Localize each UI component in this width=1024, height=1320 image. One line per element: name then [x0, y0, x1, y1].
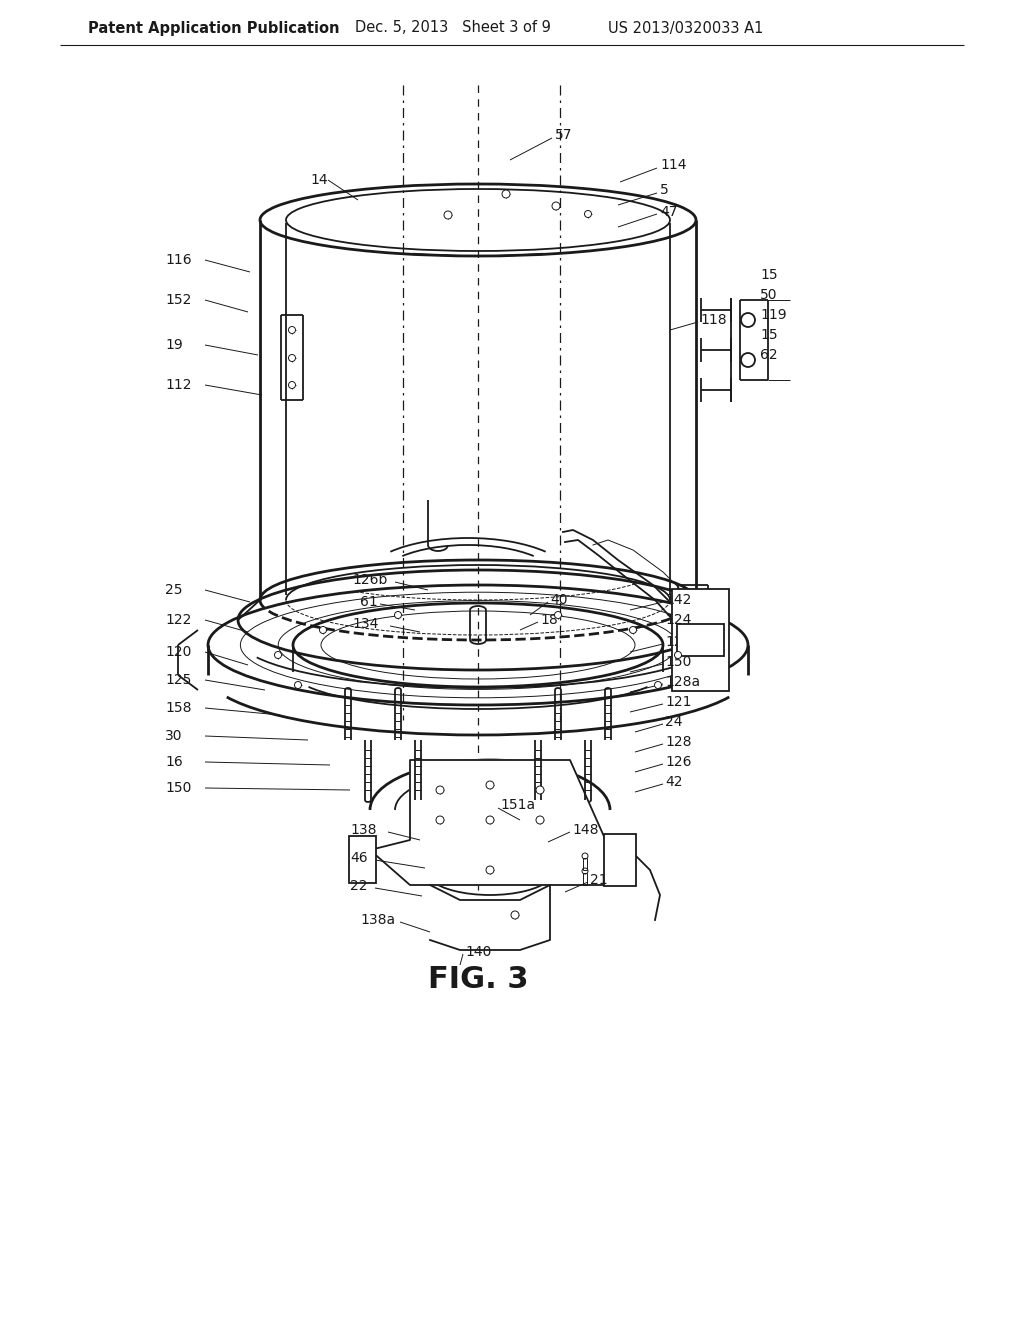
- Text: 140: 140: [465, 945, 492, 960]
- Text: 16: 16: [165, 755, 182, 770]
- Circle shape: [675, 652, 682, 659]
- Text: 125: 125: [165, 673, 191, 686]
- Text: 62: 62: [760, 348, 777, 362]
- Text: 46: 46: [350, 851, 368, 865]
- Text: US 2013/0320033 A1: US 2013/0320033 A1: [608, 21, 763, 36]
- Text: 124: 124: [665, 612, 691, 627]
- Text: 138a: 138a: [360, 913, 395, 927]
- Text: 22: 22: [350, 879, 368, 894]
- Circle shape: [536, 816, 544, 824]
- Text: 134: 134: [352, 616, 379, 631]
- Text: 148: 148: [572, 822, 598, 837]
- Text: 15: 15: [760, 268, 777, 282]
- Circle shape: [289, 355, 296, 362]
- FancyBboxPatch shape: [349, 836, 376, 883]
- Text: 151a: 151a: [500, 799, 536, 812]
- Circle shape: [274, 652, 282, 659]
- Text: 50: 50: [760, 288, 777, 302]
- Circle shape: [486, 866, 494, 874]
- Text: 30: 30: [165, 729, 182, 743]
- Text: FIG. 3: FIG. 3: [428, 965, 528, 994]
- Text: 126b: 126b: [352, 573, 387, 587]
- Text: 120: 120: [165, 645, 191, 659]
- Circle shape: [585, 210, 592, 218]
- Text: 18: 18: [540, 612, 558, 627]
- Circle shape: [511, 911, 519, 919]
- Text: 142: 142: [665, 593, 691, 607]
- Text: 61: 61: [360, 595, 378, 609]
- Text: 15: 15: [760, 327, 777, 342]
- Circle shape: [289, 326, 296, 334]
- Text: 116: 116: [165, 253, 191, 267]
- Text: Dec. 5, 2013   Sheet 3 of 9: Dec. 5, 2013 Sheet 3 of 9: [355, 21, 551, 36]
- Text: 25: 25: [165, 583, 182, 597]
- Circle shape: [319, 627, 327, 634]
- Text: 118: 118: [700, 313, 727, 327]
- Circle shape: [536, 785, 544, 795]
- Circle shape: [555, 611, 561, 619]
- Text: 121: 121: [665, 696, 691, 709]
- Circle shape: [295, 681, 301, 689]
- Text: 47: 47: [660, 205, 678, 219]
- FancyBboxPatch shape: [672, 589, 729, 690]
- Circle shape: [444, 211, 452, 219]
- FancyBboxPatch shape: [677, 624, 724, 656]
- Circle shape: [630, 627, 637, 634]
- Circle shape: [502, 190, 510, 198]
- Text: 114: 114: [660, 158, 686, 172]
- Circle shape: [289, 381, 296, 388]
- Text: 126a: 126a: [665, 635, 700, 649]
- Text: 122: 122: [165, 612, 191, 627]
- Text: 57: 57: [555, 128, 572, 143]
- Text: 138: 138: [350, 822, 377, 837]
- Text: 5: 5: [660, 183, 669, 197]
- Text: 14: 14: [310, 173, 328, 187]
- FancyBboxPatch shape: [604, 834, 636, 886]
- Polygon shape: [430, 884, 550, 950]
- Text: 112: 112: [165, 378, 191, 392]
- Circle shape: [486, 781, 494, 789]
- Text: 42: 42: [665, 775, 683, 789]
- Text: Patent Application Publication: Patent Application Publication: [88, 21, 340, 36]
- Text: 19: 19: [165, 338, 182, 352]
- Text: 128: 128: [665, 735, 691, 748]
- Text: 40: 40: [550, 593, 567, 607]
- Text: 152: 152: [165, 293, 191, 308]
- Text: 128a: 128a: [665, 675, 700, 689]
- Polygon shape: [370, 760, 610, 884]
- Circle shape: [436, 785, 444, 795]
- Text: 21: 21: [590, 873, 607, 887]
- Text: 150: 150: [165, 781, 191, 795]
- Text: 119: 119: [760, 308, 786, 322]
- Circle shape: [436, 816, 444, 824]
- Circle shape: [486, 816, 494, 824]
- Circle shape: [394, 611, 401, 619]
- Text: 150: 150: [665, 655, 691, 669]
- Text: 24: 24: [665, 715, 683, 729]
- Text: 126: 126: [665, 755, 691, 770]
- Circle shape: [654, 681, 662, 689]
- Text: 158: 158: [165, 701, 191, 715]
- Circle shape: [552, 202, 560, 210]
